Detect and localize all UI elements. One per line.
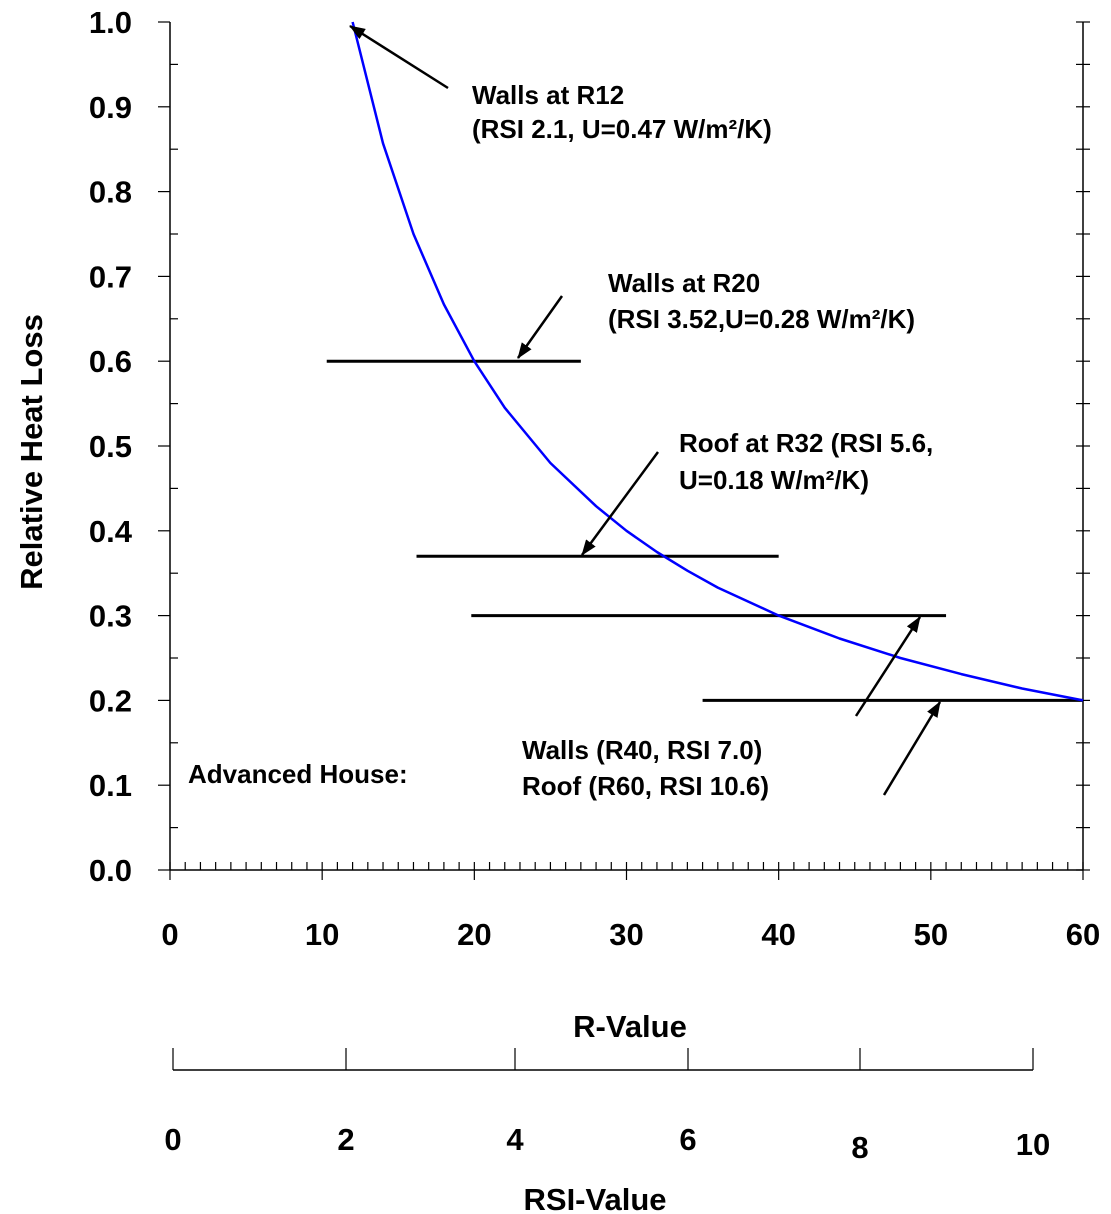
annotation-advanced-house: Advanced House: xyxy=(188,759,408,789)
x-tick-label: 30 xyxy=(609,917,643,952)
x-tick-label: 60 xyxy=(1066,917,1100,952)
y-axis: 0.0 0.1 0.2 0.3 0.4 0.5 0.6 0.7 0.8 0.9 1.0 xyxy=(89,5,1090,888)
rsi-axis: 0 2 4 6 8 10 xyxy=(164,1048,1050,1165)
y-tick-label: 0.3 xyxy=(89,599,132,634)
y-tick-label: 0.8 xyxy=(89,175,132,210)
y-tick-label: 0.0 xyxy=(89,853,132,888)
y-tick-label: 0.4 xyxy=(89,514,133,549)
heat-loss-curve xyxy=(351,21,1084,702)
rsi-tick-label: 8 xyxy=(851,1130,868,1165)
x-tick-label: 0 xyxy=(161,917,178,952)
annotation-roof-r32: Roof at R32 (RSI 5.6, U=0.18 W/m²/K) xyxy=(679,428,941,495)
reference-lines xyxy=(326,359,1083,702)
x-tick-label: 50 xyxy=(914,917,948,952)
x-tick-label: 20 xyxy=(457,917,491,952)
rsi-axis-title: RSI-Value xyxy=(524,1182,667,1214)
heat-loss-curve-group xyxy=(351,21,1084,702)
y-tick-label: 0.5 xyxy=(89,429,132,464)
annotation-arrow xyxy=(580,451,660,556)
rsi-tick-label: 4 xyxy=(506,1122,524,1157)
annotation-arrow xyxy=(854,616,922,717)
y-tick-label: 0.2 xyxy=(89,683,132,718)
y-tick-label: 0.6 xyxy=(89,344,132,379)
x-tick-label: 40 xyxy=(761,917,795,952)
x-axis: 0 10 20 30 40 50 60 xyxy=(161,862,1100,952)
annotation-arrow xyxy=(882,701,942,796)
annotation-walls-roof-advanced: Walls (R40, RSI 7.0) Roof (R60, RSI 10.6… xyxy=(522,735,770,801)
y-tick-label: 0.1 xyxy=(89,768,132,803)
y-tick-label: 1.0 xyxy=(89,5,132,40)
y-axis-title: Relative Heat Loss xyxy=(14,314,49,590)
annotation-walls-r20: Walls at R20 (RSI 3.52,U=0.28 W/m²/K) xyxy=(608,268,915,334)
y-tick-label: 0.7 xyxy=(89,259,132,294)
annotation-arrow xyxy=(349,24,449,90)
x-axis-title: R-Value xyxy=(573,1009,687,1044)
rsi-tick-label: 0 xyxy=(164,1122,181,1157)
annotation-arrow xyxy=(516,295,564,359)
x-tick-label: 10 xyxy=(305,917,339,952)
annotation-arrows xyxy=(349,24,942,796)
annotation-walls-r12: Walls at R12 (RSI 2.1, U=0.47 W/m²/K) xyxy=(472,80,772,144)
rsi-tick-label: 2 xyxy=(337,1122,354,1157)
rsi-tick-label: 10 xyxy=(1016,1127,1050,1162)
y-tick-label: 0.9 xyxy=(89,90,132,125)
rsi-tick-label: 6 xyxy=(679,1122,696,1157)
